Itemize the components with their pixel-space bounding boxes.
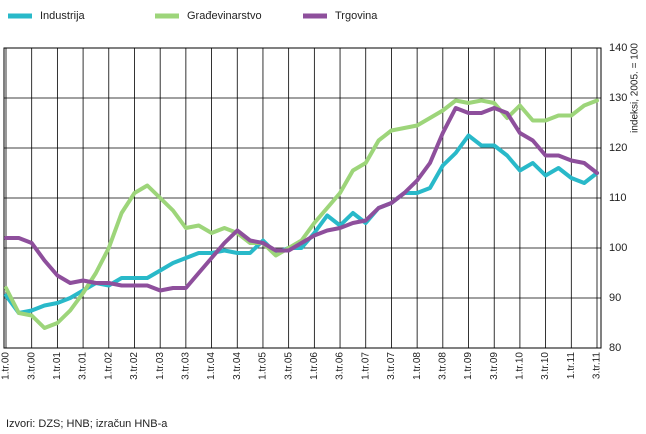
y-tick-label: 140: [609, 42, 627, 54]
y-tick-label: 90: [609, 292, 621, 304]
x-tick-label: 1.tr.02: [103, 352, 114, 380]
x-tick-label: 3.tr.06: [335, 352, 346, 380]
x-tick-label: 1.tr.04: [206, 352, 217, 380]
x-tick-label: 1.tr.07: [360, 352, 371, 380]
source-note: Izvori: DZS; HNB; izračun HNB-a: [6, 418, 168, 430]
x-tick-label: 1.tr.01: [52, 352, 63, 380]
x-tick-label: 3.tr.07: [386, 352, 397, 380]
x-tick-label: 1.tr.09: [463, 352, 474, 380]
x-tick-label: 3.tr.01: [78, 352, 89, 380]
x-tick-label: 3.tr.00: [26, 352, 37, 380]
x-tick-label: 3.tr.09: [489, 352, 500, 380]
x-tick-label: 1.tr.05: [258, 352, 269, 380]
y-tick-label: 120: [609, 142, 627, 154]
x-tick-label: 3.tr.05: [283, 352, 294, 380]
y-tick-label: 80: [609, 342, 621, 354]
legend-label: Industrija: [40, 10, 86, 22]
x-tick-label: 3.tr.02: [129, 352, 140, 380]
legend-label: Trgovina: [335, 10, 378, 22]
x-tick-label: 3.tr.11: [592, 352, 603, 379]
x-tick-label: 1.tr.10: [515, 352, 526, 380]
x-tick-label: 1.tr.03: [155, 352, 166, 380]
y-tick-label: 130: [609, 92, 627, 104]
x-tick-label: 1.tr.06: [309, 352, 320, 380]
x-tick-label: 1.tr.11: [566, 352, 577, 379]
x-tick-label: 3.tr.08: [437, 352, 448, 380]
y-tick-label: 100: [609, 242, 627, 254]
y-axis-label: indeksi, 2005. = 100: [630, 43, 641, 133]
series-line: [4, 98, 599, 330]
x-tick-label: 3.tr.03: [181, 352, 192, 380]
x-tick-label: 1.tr.00: [1, 352, 12, 380]
series-line: [4, 133, 599, 315]
x-tick-label: 3.tr.10: [540, 352, 551, 380]
y-tick-label: 110: [609, 192, 627, 204]
series-line: [4, 106, 599, 293]
x-tick-label: 1.tr.08: [412, 352, 423, 380]
x-tick-label: 3.tr.04: [232, 352, 243, 380]
legend-label: Građevinarstvo: [187, 10, 262, 22]
